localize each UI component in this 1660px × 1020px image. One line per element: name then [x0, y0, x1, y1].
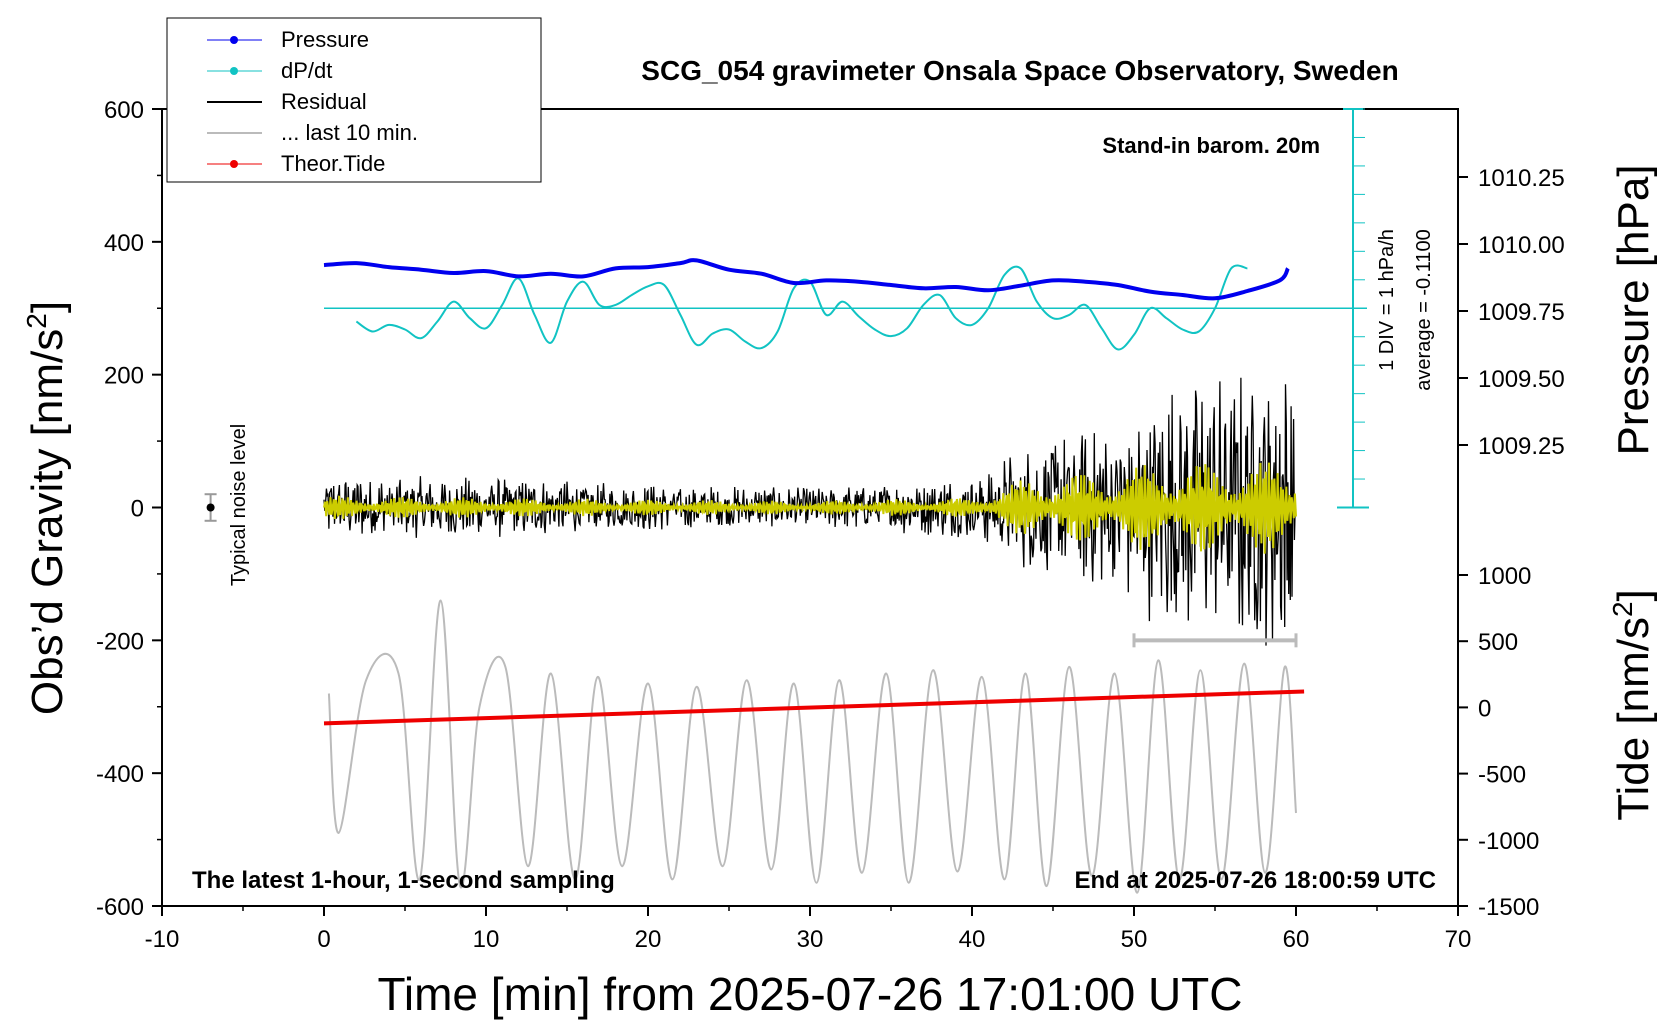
x-tick-label: 20	[635, 926, 662, 953]
y-tick-label: 0	[131, 496, 144, 523]
legend-marker	[230, 67, 238, 75]
x-tick-label: 70	[1445, 926, 1472, 953]
y-axis-label-left: Obs’d Gravity [nm/s2]	[21, 301, 72, 715]
chart-title: SCG_054 gravimeter Onsala Space Observat…	[641, 55, 1398, 86]
series-last10min-line	[327, 599, 1297, 894]
dpdt-scale-note: 1 DIV = 1 hPa/h	[1376, 229, 1398, 371]
series-layer	[204, 258, 1367, 894]
y-axis-label-tide: Tide [nm/s2]	[1607, 589, 1658, 821]
y-tick-label: -600	[96, 894, 144, 921]
x-axis: -10 0 10 20 30 40 50 60 70	[145, 906, 1472, 953]
y-axis-label-pressure: Pressure [hPa]	[1609, 164, 1658, 455]
pressure-tick-label: 1010.00	[1478, 232, 1565, 259]
x-tick-label: 10	[473, 926, 500, 953]
pressure-tick-label: 1009.75	[1478, 299, 1565, 326]
y-tick-label: -200	[96, 628, 144, 655]
y-tick-label: 200	[104, 363, 144, 390]
tide-tick-label: -500	[1478, 762, 1526, 789]
tide-tick-label: -1500	[1478, 894, 1539, 921]
pressure-tick-label: 1009.25	[1478, 433, 1565, 460]
series-dpdt-line	[355, 264, 1248, 351]
legend-label: Theor.Tide	[281, 151, 385, 176]
x-tick-label: 60	[1283, 926, 1310, 953]
legend-box	[166, 17, 542, 183]
series-residual-line	[323, 377, 1297, 646]
series-theor-tide-line	[323, 689, 1305, 726]
legend-label: dP/dt	[281, 58, 332, 83]
y-tick-label: 400	[104, 230, 144, 257]
y-tick-label: -400	[96, 761, 144, 788]
legend-label: Pressure	[281, 27, 369, 52]
x-tick-label: 30	[797, 926, 824, 953]
y-tick-label: 600	[104, 97, 144, 124]
x-tick-label: 40	[959, 926, 986, 953]
y-axis-pressure: 1010.25 1010.00 1009.75 1009.50 1009.25	[1458, 165, 1565, 460]
pressure-tick-label: 1009.50	[1478, 366, 1565, 393]
x-tick-label: 0	[317, 926, 330, 953]
series-pressure-line	[323, 258, 1290, 301]
tide-tick-label: 0	[1478, 695, 1491, 722]
legend-label: Residual	[281, 89, 367, 114]
tide-tick-label: 500	[1478, 629, 1518, 656]
sampling-note: The latest 1-hour, 1-second sampling	[192, 867, 615, 894]
end-time-note: End at 2025-07-26 18:00:59 UTC	[1075, 867, 1437, 894]
band-filtered-line	[323, 462, 1297, 554]
legend: Pressure dP/dt Residual ... last 10 min. The…	[166, 17, 542, 183]
legend-label: ... last 10 min.	[281, 120, 418, 145]
barometer-note: Stand-in barom. 20m	[1102, 133, 1320, 158]
x-tick-label: -10	[145, 926, 180, 953]
legend-marker	[230, 160, 238, 168]
noise-bar-dot	[206, 503, 215, 512]
noise-level-label: Typical noise level	[228, 424, 250, 586]
pressure-tick-label: 1010.25	[1478, 165, 1565, 192]
y-axis-left: -600 -400 -200 0 200 400 600	[96, 97, 162, 921]
legend-marker	[230, 36, 238, 44]
tide-tick-label: 1000	[1478, 563, 1531, 590]
y-axis-tide: 1000 500 0 -500 -1000 -1500	[1458, 563, 1539, 921]
tide-tick-label: -1000	[1478, 828, 1539, 855]
x-axis-label: Time [min] from 2025-07-26 17:01:00 UTC	[378, 968, 1243, 1020]
dpdt-average-note: average = -0.1100	[1413, 229, 1435, 390]
x-tick-label: 50	[1121, 926, 1148, 953]
